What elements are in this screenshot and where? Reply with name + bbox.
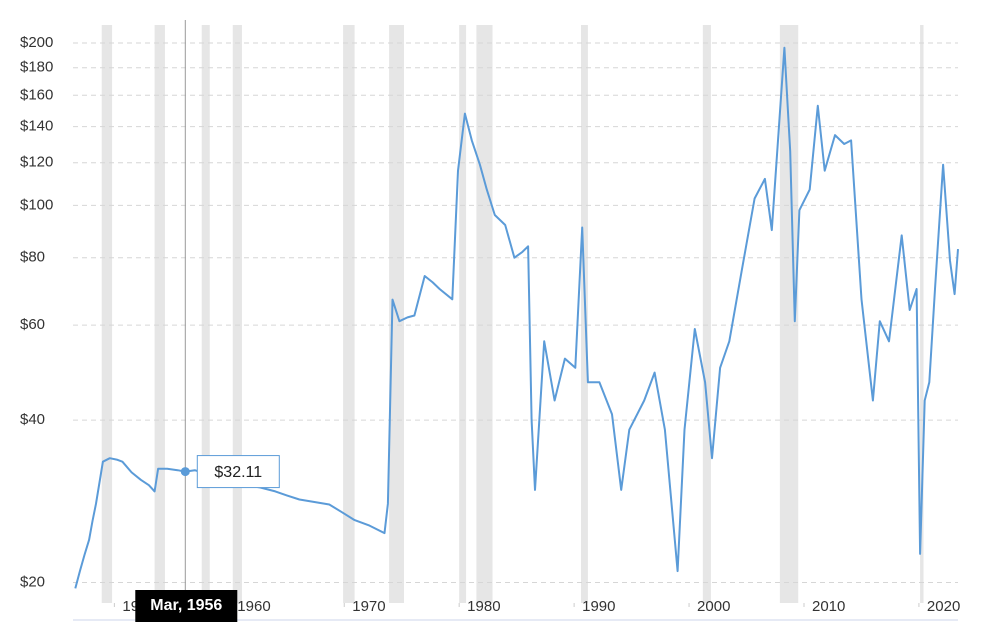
recession-band [702, 25, 711, 603]
recession-band [343, 25, 355, 603]
x-tick-label: 1960 [237, 598, 270, 615]
hover-point [180, 467, 190, 477]
value-tooltip: $32.11 [214, 464, 262, 481]
y-tick-label: $60 [20, 316, 45, 333]
recession-band [779, 25, 799, 603]
x-tick-label: 2020 [927, 598, 960, 615]
value-tooltip-box [196, 455, 280, 489]
x-tick-label: 1970 [352, 598, 385, 615]
x-tick-label: 2000 [697, 598, 730, 615]
x-tick-label: 1980 [467, 598, 500, 615]
date-tooltip-box [135, 590, 238, 622]
y-tick-label: $120 [20, 154, 53, 171]
recession-band [232, 25, 242, 603]
y-tick-label: $140 [20, 118, 53, 135]
recession-band [154, 25, 165, 603]
recession-band [201, 25, 210, 603]
y-tick-label: $100 [20, 196, 53, 213]
x-tick-label: 2010 [812, 598, 845, 615]
recession-band [459, 25, 467, 603]
x-tick-label: 1990 [582, 598, 615, 615]
recession-band [920, 25, 924, 603]
y-tick-label: $20 [20, 573, 45, 590]
recession-band [476, 25, 493, 603]
y-tick-label: $80 [20, 249, 45, 266]
y-tick-label: $40 [20, 411, 45, 428]
recession-band [101, 25, 113, 603]
y-tick-label: $160 [20, 86, 53, 103]
date-tooltip: Mar, 1956 [150, 597, 222, 614]
y-tick-label: $200 [20, 34, 53, 51]
y-tick-label: $180 [20, 59, 53, 76]
